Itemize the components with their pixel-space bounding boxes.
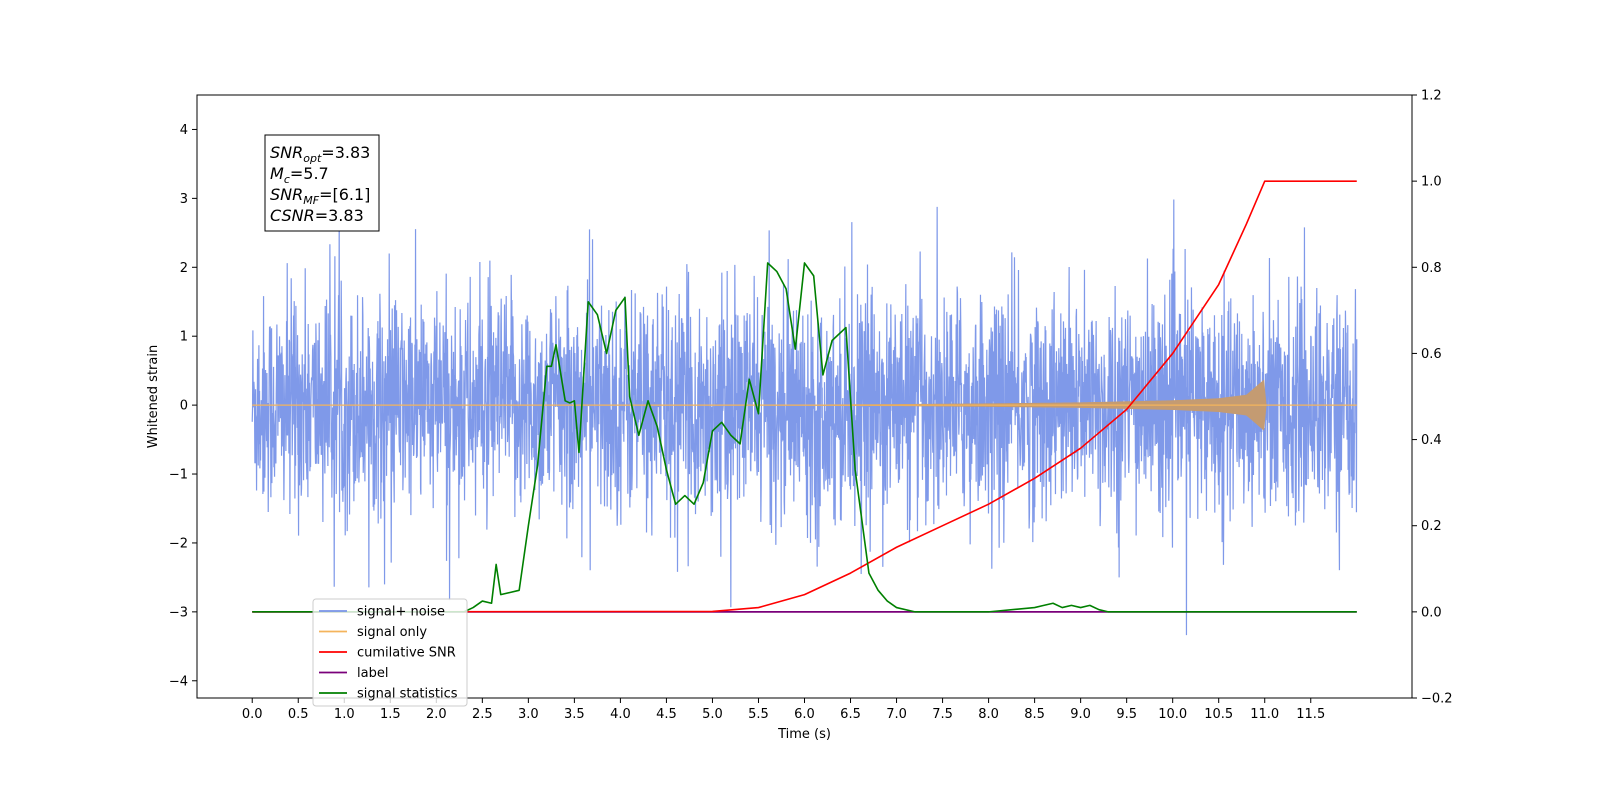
y-left-tick-label: 1: [180, 330, 188, 345]
y-left-tick-label: 0: [180, 399, 188, 414]
x-tick-label: 6.5: [840, 707, 861, 722]
y-right-tick-label: 0.4: [1421, 433, 1442, 448]
y-left-tick-label: 2: [180, 261, 188, 276]
y-right-tick-label: 0.2: [1421, 519, 1442, 534]
series-cumulative-snr-line: [252, 180, 1357, 613]
annotation-line: Mc=5.7: [270, 164, 329, 186]
x-tick-label: 8.5: [1024, 707, 1045, 722]
y-left-tick-label: −2: [169, 536, 188, 551]
plot-area: [251, 180, 1358, 636]
x-axis: 0.0 0.5 1.0 1.5 2.0 2.5 3.0 3.5 4.0 4.5 5.0 5.5 6.0 6…: [242, 698, 1325, 722]
y-axis-label-left: Whitened strain: [146, 345, 161, 448]
annotation-line: SNRopt=3.83: [270, 143, 370, 165]
legend-label: signal only: [357, 625, 427, 640]
legend-label: signal statistics: [357, 687, 458, 702]
y-right-tick-label: 0.0: [1421, 605, 1442, 620]
x-axis-label: Time (s): [777, 727, 831, 742]
legend-label: label: [357, 666, 388, 681]
annotation-box-frame: [264, 134, 380, 232]
x-tick-label: 2.5: [472, 707, 493, 722]
annotation-line: CSNR=3.83: [270, 206, 364, 225]
annotation-subscript: opt: [303, 152, 322, 165]
y-axis-right: −0.2 0.0 0.2 0.4 0.6 0.8 1.0 1.2: [1412, 89, 1453, 707]
legend-frame: [312, 598, 468, 707]
legend: signal+ noise signal only cumilative SNR la…: [312, 598, 468, 707]
annotation-line: SNRMF=[6.1]: [270, 185, 370, 207]
x-tick-label: 5.0: [702, 707, 723, 722]
annotation-symbol: CSNR: [270, 206, 315, 225]
annotation-value: =3.83: [321, 143, 370, 162]
y-right-tick-label: 1.0: [1421, 175, 1442, 190]
annotation-subscript: c: [284, 173, 290, 186]
annotation-value: =3.83: [315, 206, 364, 225]
y-right-tick-label: 1.2: [1421, 89, 1442, 104]
legend-label: cumilative SNR: [357, 646, 456, 661]
x-tick-label: 1.5: [380, 707, 401, 722]
x-tick-label: 0.0: [242, 707, 263, 722]
x-tick-label: 3.0: [518, 707, 539, 722]
y-right-tick-label: −0.2: [1421, 692, 1453, 707]
annotation-subscript: MF: [303, 194, 319, 207]
x-tick-label: 5.5: [748, 707, 769, 722]
annotation-symbol: SNR: [270, 143, 303, 162]
y-left-tick-label: −4: [169, 674, 188, 689]
annotation-symbol: SNR: [270, 185, 303, 204]
x-tick-label: 8.0: [978, 707, 999, 722]
y-axis-left: −4 −3 −2 −1 0 1 2 3 4: [169, 123, 197, 689]
x-tick-label: 10.0: [1158, 707, 1187, 722]
legend-label: signal+ noise: [357, 605, 445, 620]
x-tick-label: 9.5: [1116, 707, 1137, 722]
annotation-value: =5.7: [290, 164, 329, 183]
x-tick-label: 10.5: [1204, 707, 1233, 722]
x-tick-label: 2.0: [426, 707, 447, 722]
x-tick-label: 7.0: [886, 707, 907, 722]
x-tick-label: 11.5: [1296, 707, 1325, 722]
x-tick-label: 3.5: [564, 707, 585, 722]
x-tick-label: 0.5: [288, 707, 309, 722]
y-left-tick-label: −1: [169, 468, 188, 483]
y-left-tick-label: 3: [180, 192, 188, 207]
annotation-symbol: M: [270, 164, 284, 183]
x-tick-label: 1.0: [334, 707, 355, 722]
x-tick-label: 7.5: [932, 707, 953, 722]
x-tick-label: 9.0: [1070, 707, 1091, 722]
annotation-value: =[6.1]: [319, 185, 370, 204]
y-left-tick-label: −3: [169, 605, 188, 620]
x-tick-label: 6.0: [794, 707, 815, 722]
x-tick-label: 11.0: [1250, 707, 1279, 722]
y-left-tick-label: 4: [180, 123, 188, 138]
x-tick-label: 4.0: [610, 707, 631, 722]
y-right-tick-label: 0.8: [1421, 261, 1442, 276]
y-right-tick-label: 0.6: [1421, 347, 1442, 362]
x-tick-label: 4.5: [656, 707, 677, 722]
series-signal-statistics-line: [252, 262, 1357, 613]
